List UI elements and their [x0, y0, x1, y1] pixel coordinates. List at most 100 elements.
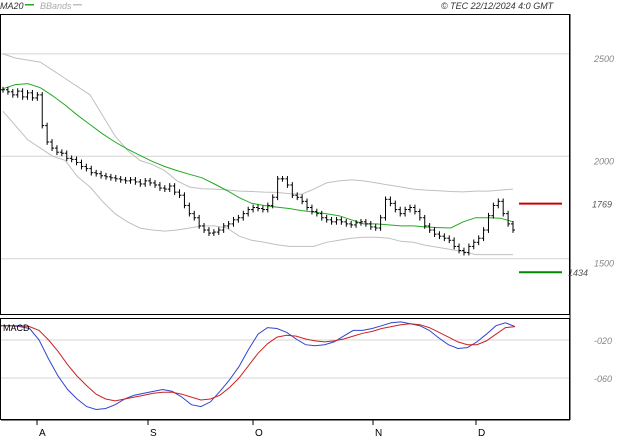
ohlc-bar [103, 172, 108, 180]
ohlc-bar [368, 221, 373, 230]
price-y-ticks: 2500 2000 1500 [593, 54, 614, 269]
ohlc-bar [162, 185, 167, 192]
ohlc-bar [452, 237, 457, 250]
ohlc-bar [447, 235, 452, 244]
bbands-legend-swatch [73, 4, 82, 6]
copyright-label: © TEC 22/12/2024 4:0 GMT [441, 1, 555, 11]
ohlc-bar [290, 182, 295, 199]
ma20-line-group [2, 83, 514, 229]
ohlc-bar [501, 198, 506, 217]
ohlc-bar [45, 122, 50, 145]
ohlc-bar [236, 214, 241, 223]
ohlc-bar [231, 216, 236, 227]
ohlc-bar [20, 88, 25, 100]
ohlc-bar [30, 89, 35, 101]
ohlc-bar [216, 227, 221, 235]
ohlc-bar [133, 176, 138, 185]
macd-lines [1, 321, 516, 411]
ohlc-bar [314, 208, 319, 217]
macd-y-ticks: -020 -060 [594, 336, 612, 384]
ohlc-bar [64, 150, 69, 162]
ohlc-bar [476, 235, 481, 246]
ohlc-bar [378, 214, 383, 231]
ohlc-bar [412, 204, 417, 215]
ohlc-bar [256, 204, 260, 212]
ohlc-bar [211, 229, 216, 236]
ohlc-bar [481, 227, 486, 242]
price-panel-frame [0, 14, 570, 315]
ohlc-bar [354, 219, 359, 228]
ohlc-bar [89, 165, 94, 176]
macd-tick-label: -020 [594, 336, 612, 346]
ohlc-bar [403, 206, 408, 217]
signal-line [1, 323, 516, 402]
ohlc-bar [461, 247, 466, 256]
ohlc-bar [25, 89, 30, 100]
ohlc-bar [334, 216, 339, 225]
ohlc-bar [202, 223, 207, 233]
ohlc-bar [295, 192, 300, 201]
ohlc-bars [1, 86, 515, 256]
ohlc-bar [373, 224, 378, 231]
ohlc-bar [265, 202, 270, 213]
resistance-label: 1769 [592, 200, 612, 210]
price-tick-label: 1500 [594, 259, 614, 269]
ohlc-bar [74, 156, 79, 166]
ohlc-bar [383, 196, 388, 221]
ohlc-bar [417, 208, 422, 221]
macd-line [1, 321, 516, 411]
support-resistance-levels: 1769 1434 [519, 200, 612, 278]
price-gridlines [1, 53, 569, 260]
ohlc-bar [177, 189, 182, 199]
month-label: O [255, 428, 263, 439]
price-tick-label: 2500 [593, 54, 614, 64]
ohlc-bar [138, 179, 143, 187]
ohlc-bar [300, 194, 305, 205]
ohlc-bar [398, 206, 403, 217]
ohlc-bar [511, 221, 515, 233]
bbands-legend-label: BBands [40, 1, 72, 11]
ohlc-bar [221, 223, 226, 233]
price-tick-label: 2000 [593, 156, 614, 166]
ohlc-bar [437, 231, 442, 240]
ohlc-bar [432, 227, 437, 237]
ohlc-bar [54, 145, 59, 156]
ohlc-bar [506, 210, 511, 227]
ohlc-bar [99, 170, 104, 179]
month-label: N [375, 428, 382, 439]
ohlc-bar [143, 178, 148, 187]
ohlc-bar [241, 210, 246, 221]
ohlc-bar [246, 206, 251, 217]
month-label: D [478, 428, 485, 439]
ohlc-bar [35, 92, 40, 101]
ohlc-bar [427, 223, 432, 233]
ohlc-bar [108, 173, 113, 181]
macd-panel-frame [0, 318, 570, 420]
bollinger-lower-line [2, 110, 513, 256]
ohlc-bar [442, 233, 447, 242]
ohlc-bar [305, 198, 310, 211]
ohlc-bar [349, 221, 354, 228]
ohlc-bar [280, 175, 285, 182]
ohlc-bar [491, 202, 496, 219]
ohlc-bar [422, 214, 427, 229]
ohlc-bar [471, 239, 476, 250]
ohlc-bar [275, 175, 280, 201]
ohlc-bar [5, 86, 10, 95]
ohlc-bar [59, 149, 64, 157]
ohlc-bar [270, 194, 275, 209]
ohlc-bar [457, 243, 462, 254]
ohlc-bar [486, 212, 491, 233]
ohlc-bar [10, 88, 15, 98]
ohlc-bar [363, 218, 368, 227]
ma20-legend-swatch [25, 4, 34, 6]
ohlc-bar [206, 227, 211, 236]
ohlc-bar [496, 198, 501, 209]
ohlc-bar [40, 92, 45, 129]
ohlc-bar [324, 214, 329, 223]
ohlc-bar [1, 86, 5, 93]
ohlc-bar [187, 202, 192, 217]
macd-panel-label: MACD [3, 323, 30, 333]
